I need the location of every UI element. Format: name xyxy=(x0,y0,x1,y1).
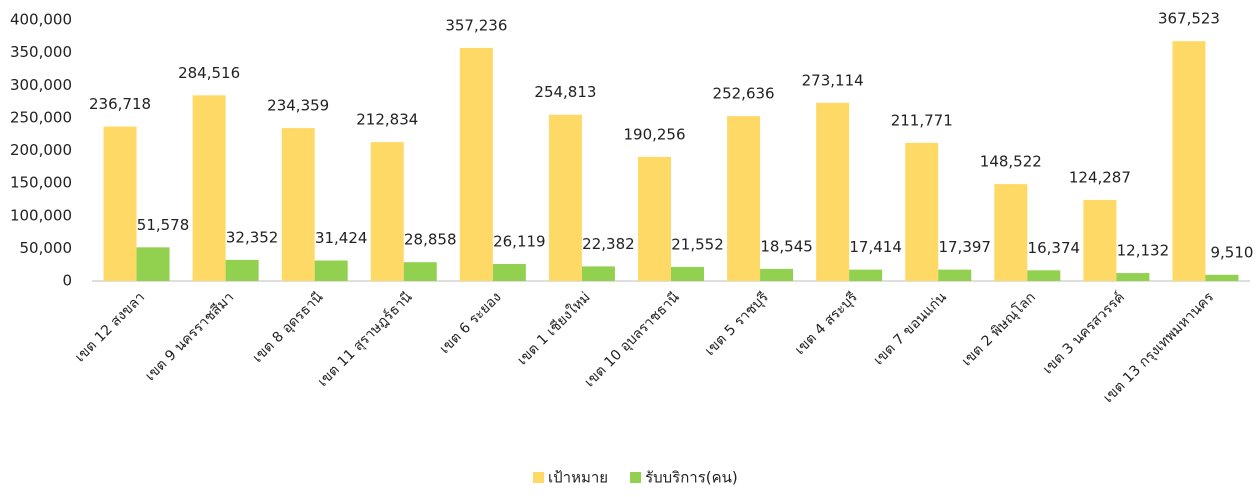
y-tick-label: 300,000 xyxy=(10,76,72,94)
data-label: 254,813 xyxy=(534,83,596,101)
x-tick-label: เขต 4 สระบุรี xyxy=(792,289,861,358)
bar xyxy=(136,247,170,281)
data-label: 12,132 xyxy=(1117,242,1170,260)
data-label: 17,397 xyxy=(938,238,991,256)
y-tick-label: 200,000 xyxy=(10,141,72,159)
x-tick-label: เขต 2 พิษณุโลก xyxy=(958,289,1039,370)
x-tick-label: เขต 11 สุราษฎร์ธานี xyxy=(314,288,416,390)
bar xyxy=(459,47,493,282)
data-label: 148,522 xyxy=(980,153,1042,171)
y-tick-label: 400,000 xyxy=(10,11,72,29)
x-tick-group: เขต 12 สงขลา xyxy=(72,289,148,365)
bar xyxy=(816,102,850,281)
legend-swatch xyxy=(630,472,642,483)
bar xyxy=(1205,274,1239,281)
x-tick-group: เขต 3 นครสวรรค์ xyxy=(1039,289,1128,378)
legend-label: เป้าหมาย xyxy=(548,469,608,487)
bar xyxy=(1027,270,1061,281)
data-label: 357,236 xyxy=(445,16,507,34)
data-label: 21,552 xyxy=(671,235,724,253)
bar xyxy=(638,156,671,281)
data-label: 28,858 xyxy=(404,231,457,249)
y-tick-label: 150,000 xyxy=(10,174,72,192)
x-tick-group: เขต 6 ระยอง xyxy=(437,289,505,357)
x-tick-group: เขต 4 สระบุรี xyxy=(792,289,861,358)
legend-swatch xyxy=(533,472,544,483)
bar xyxy=(314,260,348,281)
x-tick-label: เขต 8 อุดรธานี xyxy=(250,289,327,366)
x-tick-label: เขต 10 อุบลราชธานี xyxy=(582,289,683,390)
x-tick-label: เขต 12 สงขลา xyxy=(72,289,148,365)
data-label: 16,374 xyxy=(1028,239,1081,257)
bar xyxy=(671,266,704,281)
x-tick-label: เขต 3 นครสวรรค์ xyxy=(1039,289,1128,378)
data-label: 51,578 xyxy=(137,216,190,234)
y-tick-label: 100,000 xyxy=(10,206,72,224)
bar xyxy=(225,259,259,281)
data-label: 17,414 xyxy=(849,238,902,256)
x-tick-group: เขต 2 พิษณุโลก xyxy=(958,289,1039,370)
data-label: 234,359 xyxy=(267,97,329,115)
y-tick-label: 250,000 xyxy=(10,108,72,126)
x-tick-group: เขต 11 สุราษฎร์ธานี xyxy=(314,288,416,390)
y-tick-label: 50,000 xyxy=(20,239,73,257)
data-label: 236,718 xyxy=(89,95,151,113)
bar xyxy=(403,262,437,281)
x-tick-label: เขต 6 ระยอง xyxy=(437,289,505,357)
bar xyxy=(994,184,1028,281)
x-tick-group: เขต 9 นครราชสีมา xyxy=(142,289,237,384)
bar xyxy=(192,95,226,282)
data-label: 190,256 xyxy=(623,125,685,143)
x-tick-group: เขต 8 อุดรธานี xyxy=(250,289,327,366)
bar xyxy=(548,114,582,281)
x-tick-group: เขต 10 อุบลราชธานี xyxy=(582,289,683,390)
data-label: 32,352 xyxy=(226,228,279,246)
x-tick-label: เขต 7 ขอนแก่น xyxy=(871,289,950,368)
bar xyxy=(760,268,794,281)
bar xyxy=(281,128,315,281)
x-tick-label: เขต 9 นครราชสีมา xyxy=(142,289,237,384)
data-label: 18,545 xyxy=(760,237,813,255)
data-label: 124,287 xyxy=(1069,168,1131,186)
data-label: 22,382 xyxy=(582,235,635,253)
x-tick-group: เขต 7 ขอนแก่น xyxy=(871,289,950,368)
bar xyxy=(581,266,615,281)
bar xyxy=(849,269,883,281)
y-tick-label: 350,000 xyxy=(10,43,72,61)
data-label: 211,771 xyxy=(891,111,953,129)
data-label: 26,119 xyxy=(493,232,546,250)
data-label: 284,516 xyxy=(178,64,240,82)
data-label: 273,114 xyxy=(802,71,864,89)
x-tick-group: เขต 5 ราชบุรี xyxy=(702,289,772,359)
y-tick-label: 0 xyxy=(62,272,72,290)
x-tick-label: เขต 1 เชียงใหม่ xyxy=(514,289,594,369)
bar xyxy=(1172,41,1206,282)
x-tick-label: เขต 5 ราชบุรี xyxy=(702,289,772,359)
x-tick-group: เขต 1 เชียงใหม่ xyxy=(514,289,594,369)
bar xyxy=(1116,273,1150,281)
data-label: 252,636 xyxy=(713,85,775,103)
bar xyxy=(938,269,972,281)
bar xyxy=(492,263,526,281)
bar xyxy=(1083,199,1117,281)
legend-label: รับบริการ(คน) xyxy=(645,469,738,487)
bar xyxy=(905,142,939,281)
data-label: 31,424 xyxy=(315,229,368,247)
bar xyxy=(727,116,761,282)
data-label: 367,523 xyxy=(1158,10,1220,28)
data-label: 9,510 xyxy=(1210,243,1253,261)
bar xyxy=(370,142,404,281)
data-label: 212,834 xyxy=(356,111,418,129)
bar xyxy=(103,126,137,281)
